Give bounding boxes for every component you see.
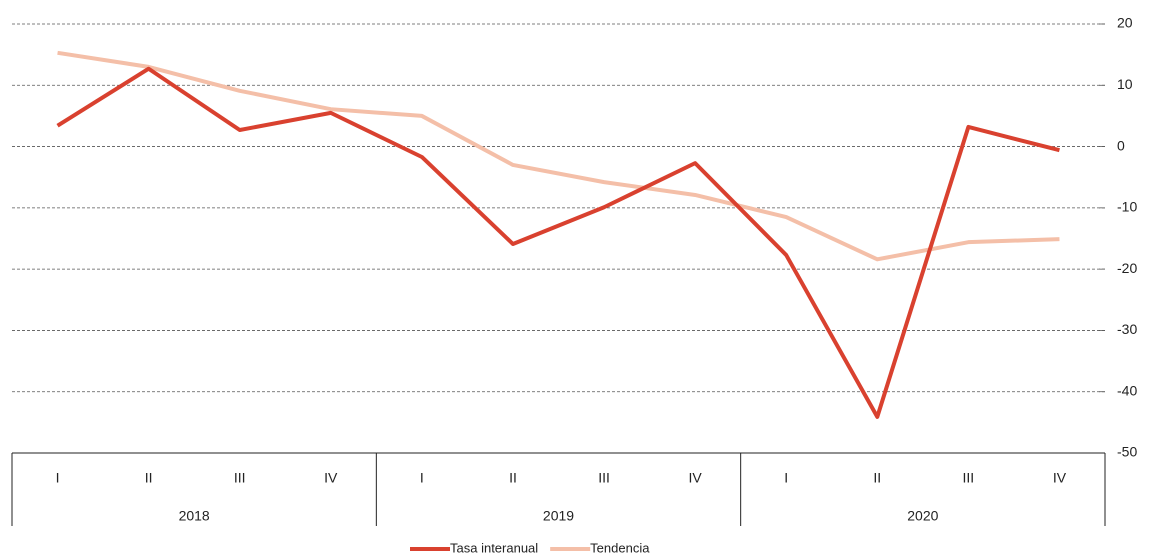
x-tick-label: III [598, 470, 610, 486]
x-tick-label: III [234, 470, 246, 486]
x-tick-label: I [420, 470, 424, 486]
y-tick-label: 20 [1117, 15, 1133, 31]
x-tick-label: II [509, 470, 517, 486]
x-tick-label: II [145, 470, 153, 486]
x-tick-label: III [963, 470, 975, 486]
x-tick-label: IV [324, 470, 338, 486]
y-tick-label: 10 [1117, 76, 1133, 92]
y-tick-label: -50 [1117, 444, 1137, 460]
series-line [57, 50, 1060, 262]
y-tick-label: 0 [1117, 137, 1125, 153]
x-tick-label: II [873, 470, 881, 486]
x-tick-label: I [784, 470, 788, 486]
group-label: 2020 [907, 508, 938, 524]
x-tick-label: IV [1053, 470, 1067, 486]
x-tick-label: IV [689, 470, 703, 486]
series-line [56, 66, 1060, 419]
group-label: 2019 [543, 508, 574, 524]
y-tick-label: -30 [1117, 321, 1137, 337]
group-label: 2018 [179, 508, 210, 524]
legend: Tasa interanual Tendencia [410, 540, 650, 555]
y-tick-label: -10 [1117, 199, 1137, 215]
x-tick-label: I [56, 470, 60, 486]
y-tick-label: -20 [1117, 260, 1137, 276]
y-tick-label: -40 [1117, 382, 1137, 398]
legend-label: Tasa interanual [450, 540, 538, 555]
legend-label: Tendencia [590, 540, 650, 555]
